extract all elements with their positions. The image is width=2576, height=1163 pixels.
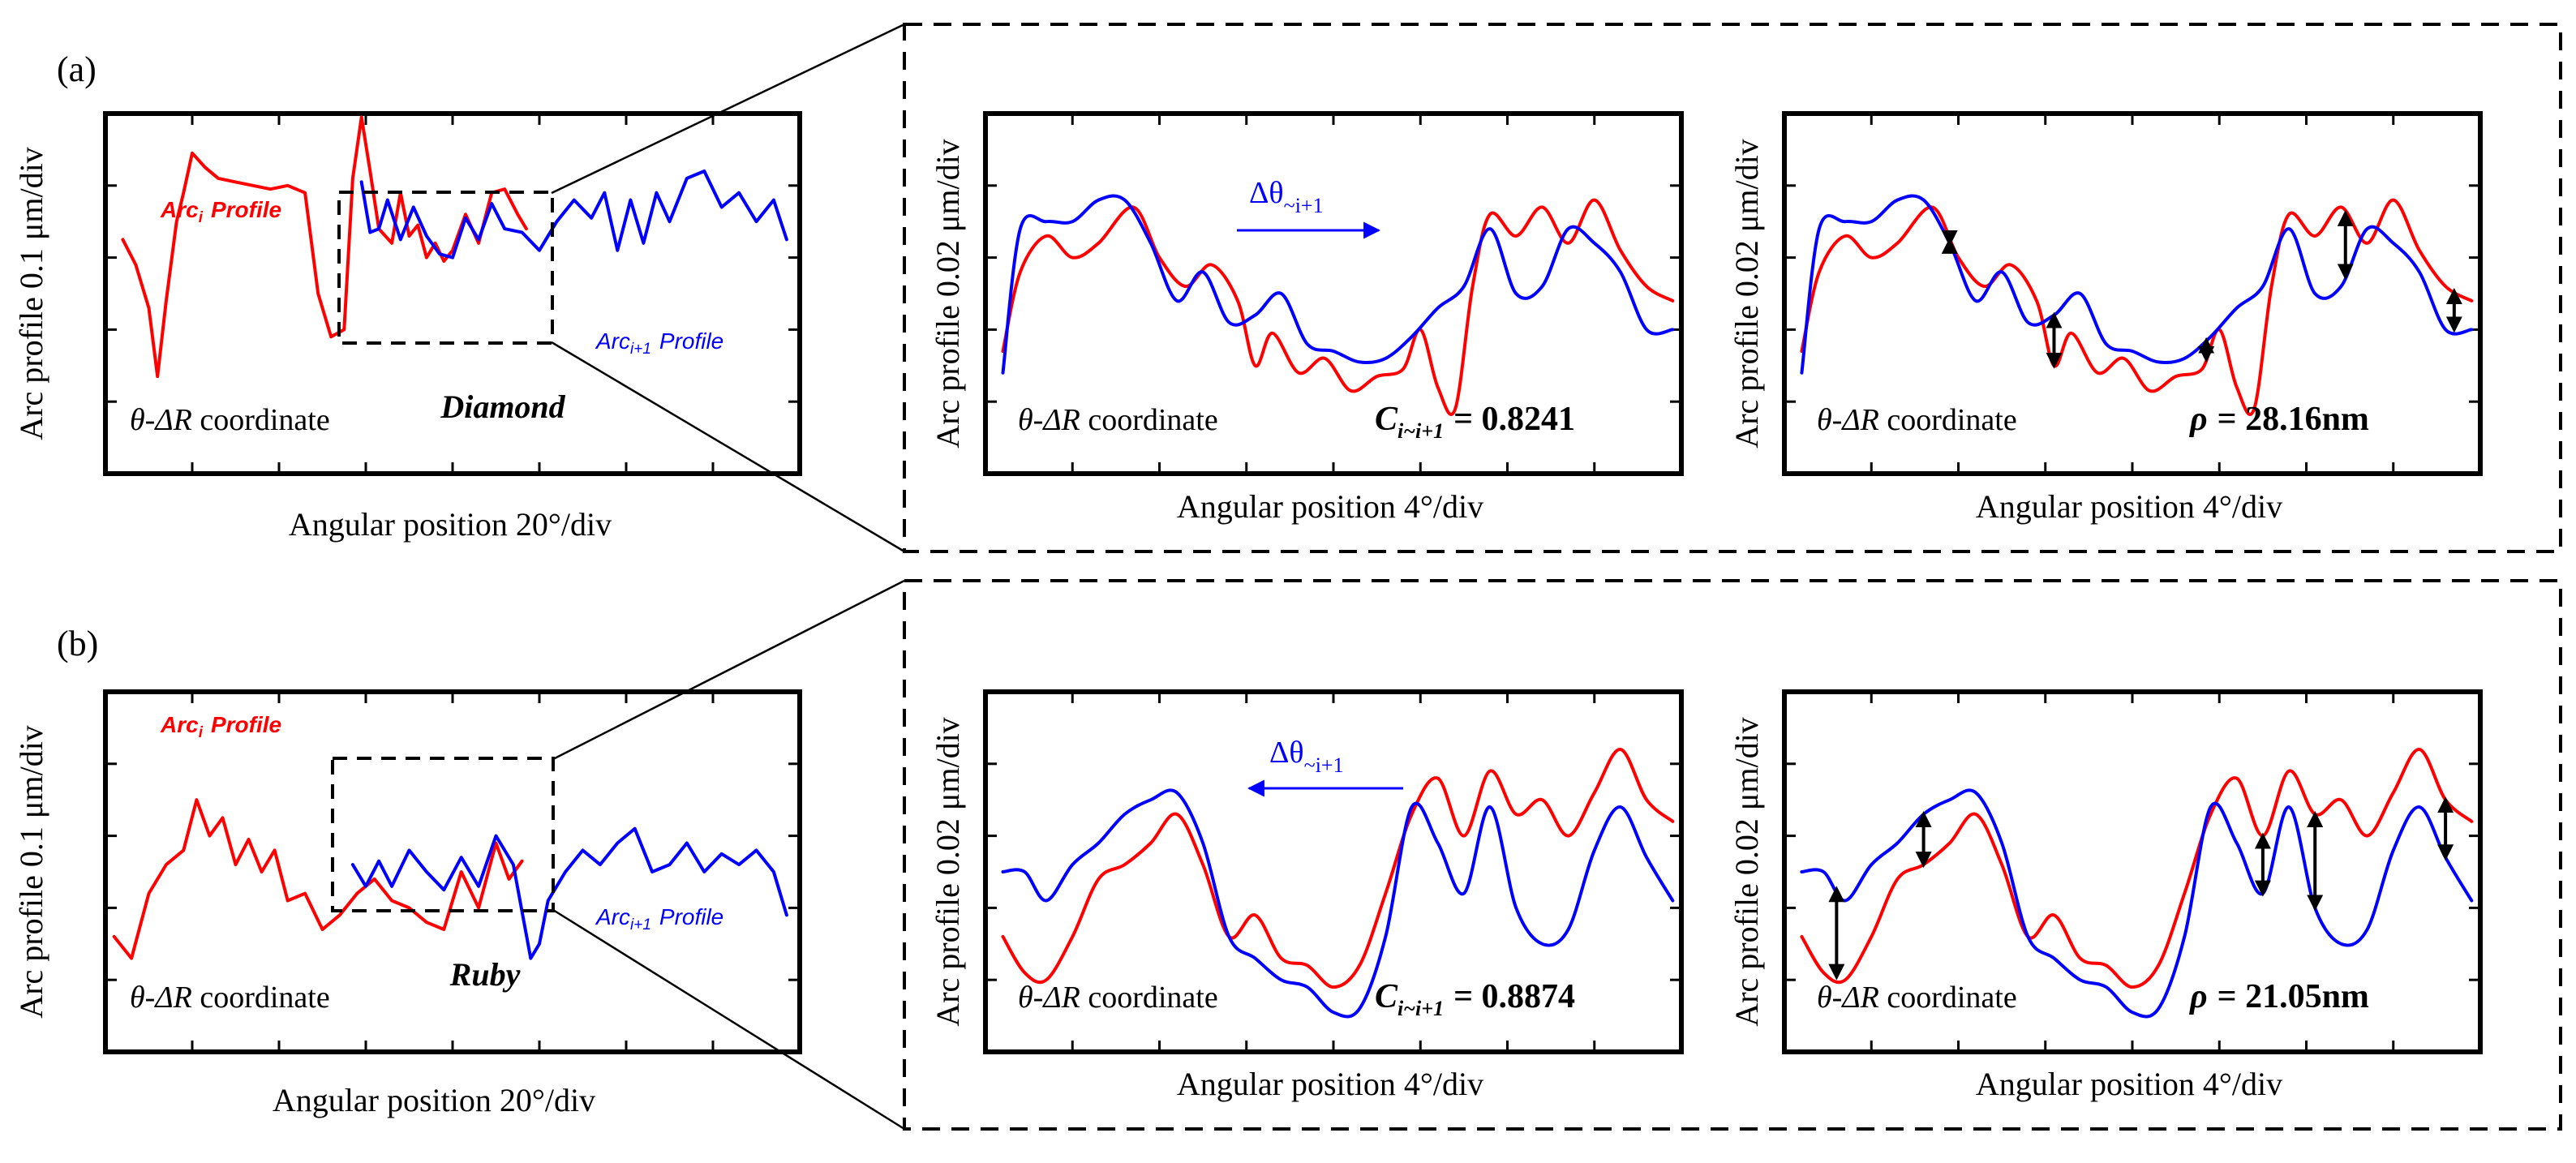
- series-line-arc-i1: [1800, 194, 2474, 375]
- zoom-a-left-coord: θ-ΔR coordinate: [1018, 403, 1218, 437]
- zoom-a-right: Arc profile 0.02 μm/div Angular position…: [1728, 111, 2483, 525]
- series-line-arc-i1: [350, 826, 788, 960]
- zoom-a-left-lines: [1001, 194, 1675, 416]
- zoom-b-right: Arc profile 0.02 μm/div Angular position…: [1728, 689, 2483, 1102]
- series-line-arc-i: [112, 798, 524, 960]
- overview-a-ticks: [105, 114, 800, 474]
- panel-b-label: (b): [57, 624, 98, 663]
- connector-a-bottom: [551, 341, 905, 553]
- zoom-b-right-xlabel: Angular position 4°/div: [1976, 1066, 2282, 1102]
- zoom-a-left-ylabel: Arc profile 0.02 μm/div: [930, 139, 966, 448]
- zoom-a-right-deviation-arrows: [1941, 209, 2462, 369]
- connector-b-top: [552, 579, 905, 761]
- series-line-arc-i: [1001, 748, 1675, 989]
- overview-b-coord: θ-ΔR coordinate: [130, 981, 330, 1015]
- overview-a-coord: θ-ΔR coordinate: [130, 403, 330, 437]
- overview-a-arc-i1-legend: Arci+1 Profile: [595, 328, 723, 358]
- series-line-arc-i1: [1001, 788, 1675, 1019]
- zoom-a-right-ticks: [1784, 114, 2480, 474]
- zoom-b-right-ylabel: Arc profile 0.02 μm/div: [1728, 717, 1765, 1026]
- series-line-arc-i: [121, 115, 528, 379]
- zoom-a-left-xlabel: Angular position 4°/div: [1177, 488, 1483, 525]
- zoom-a-right-coord: θ-ΔR coordinate: [1817, 403, 2017, 437]
- zoom-b-right-coord: θ-ΔR coordinate: [1817, 981, 2017, 1015]
- series-line-arc-i1: [359, 170, 788, 260]
- zoom-a-right-stat: ρ = 28.16nm: [2188, 401, 2369, 438]
- zoom-b-right-stat: ρ = 21.05nm: [2188, 978, 2369, 1015]
- overview-b-arc-i1-legend: Arci+1 Profile: [595, 904, 723, 933]
- overview-a-zoom-box: [337, 191, 554, 345]
- overview-a-ylabel: Arc profile 0.1 μm/div: [13, 147, 49, 440]
- overview-a-lines: [121, 115, 788, 379]
- zoom-b-left-xlabel: Angular position 4°/div: [1177, 1066, 1483, 1102]
- overview-a: Arc profile 0.1 μm/div Angular position …: [13, 111, 802, 543]
- zoom-a-left-stat: Ci~i+1 = 0.8241: [1375, 401, 1575, 443]
- overview-a-arc-i-legend: Arci Profile: [160, 197, 281, 226]
- overview-b: Arc profile 0.1 μm/div Angular position …: [13, 689, 802, 1118]
- series-line-arc-i1: [1001, 194, 1675, 375]
- series-line-arc-i: [1001, 198, 1675, 416]
- overview-b-xlabel: Angular position 20°/div: [273, 1082, 595, 1118]
- zoom-a-left-shift-label: Δθ~i+1: [1249, 176, 1324, 217]
- zoom-b-left: Arc profile 0.02 μm/div Angular position…: [930, 689, 1684, 1102]
- overview-a-xlabel: Angular position 20°/div: [289, 506, 612, 543]
- zoom-a-right-xlabel: Angular position 4°/div: [1976, 488, 2282, 525]
- overview-b-arc-i-legend: Arci Profile: [160, 712, 281, 741]
- zoom-b-left-shift-label: Δθ~i+1: [1269, 736, 1344, 777]
- overview-b-material: Ruby: [449, 956, 521, 993]
- panel-a-label: (a): [57, 49, 97, 89]
- overview-b-lines: [112, 798, 788, 960]
- zoom-b-left-ticks: [985, 692, 1681, 1052]
- connector-b-bottom: [552, 908, 905, 1131]
- overview-b-ticks: [105, 692, 800, 1052]
- zoom-a-right-lines: [1800, 194, 2474, 416]
- overview-b-ylabel: Arc profile 0.1 μm/div: [13, 725, 49, 1018]
- overview-a-material: Diamond: [440, 388, 565, 425]
- zoom-container-a: [903, 23, 2562, 553]
- zoom-b-left-ylabel: Arc profile 0.02 μm/div: [930, 717, 966, 1026]
- zoom-b-right-ticks: [1784, 692, 2480, 1052]
- series-line-arc-i: [1800, 198, 2474, 416]
- zoom-b-left-lines: [1001, 748, 1675, 1019]
- zoom-a-right-ylabel: Arc profile 0.02 μm/div: [1728, 139, 1765, 448]
- zoom-b-right-deviation-arrows: [1828, 796, 2454, 981]
- zoom-b-right-lines: [1800, 748, 2474, 1019]
- connector-a-top: [551, 23, 905, 195]
- zoom-container-b: [903, 579, 2562, 1131]
- zoom-a-left: Arc profile 0.02 μm/div Angular position…: [930, 111, 1684, 525]
- overview-b-zoom-box: [331, 757, 555, 912]
- series-line-arc-i: [1800, 748, 2474, 989]
- zoom-b-left-coord: θ-ΔR coordinate: [1018, 981, 1218, 1015]
- zoom-b-left-stat: Ci~i+1 = 0.8874: [1375, 978, 1575, 1020]
- zoom-a-left-ticks: [985, 114, 1681, 474]
